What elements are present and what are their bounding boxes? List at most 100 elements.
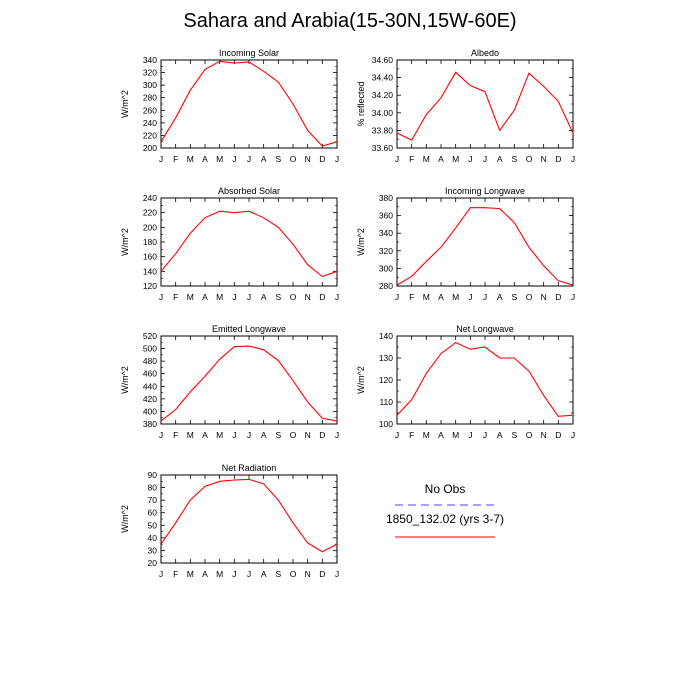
x-tick-label: M <box>452 292 459 302</box>
y-axis-label: W/m^2 <box>120 366 130 394</box>
y-axis-label: W/m^2 <box>120 90 130 118</box>
x-tick-label: S <box>275 430 281 440</box>
x-tick-label: J <box>571 154 575 164</box>
x-tick-label: F <box>173 569 178 579</box>
y-tick-label: 240 <box>143 193 157 203</box>
x-tick-label: J <box>159 430 163 440</box>
x-tick-label: O <box>526 154 533 164</box>
y-tick-label: 300 <box>379 263 393 273</box>
x-tick-label: D <box>319 569 325 579</box>
series-line <box>396 207 574 286</box>
y-tick-label: 50 <box>148 520 158 530</box>
y-tick-label: 200 <box>143 143 157 153</box>
main-title: Sahara and Arabia(15-30N,15W-60E) <box>183 10 517 32</box>
x-tick-label: M <box>452 154 459 164</box>
x-tick-label: M <box>187 292 194 302</box>
x-tick-label: N <box>305 292 311 302</box>
x-tick-label: A <box>497 430 503 440</box>
y-tick-label: 200 <box>143 222 157 232</box>
y-axis-label: W/m^2 <box>356 366 366 394</box>
x-tick-label: D <box>319 154 325 164</box>
series-line <box>396 341 574 417</box>
x-tick-label: O <box>290 292 297 302</box>
y-tick-label: 220 <box>143 130 157 140</box>
y-axis-label: W/m^2 <box>120 505 130 533</box>
y-tick-label: 380 <box>143 419 157 429</box>
series-line <box>160 60 338 147</box>
x-tick-label: J <box>335 292 339 302</box>
x-tick-label: J <box>395 430 399 440</box>
legend-label-model: 1850_132.02 (yrs 3-7) <box>386 512 504 526</box>
x-tick-label: O <box>290 154 297 164</box>
x-tick-label: J <box>247 569 251 579</box>
y-tick-label: 340 <box>143 55 157 65</box>
series-line <box>396 71 574 141</box>
y-tick-label: 300 <box>143 80 157 90</box>
y-tick-label: 34.20 <box>372 90 394 100</box>
chart-title: Incoming Longwave <box>445 186 525 196</box>
y-tick-label: 320 <box>379 246 393 256</box>
plot-frame <box>396 197 574 287</box>
x-tick-label: M <box>423 154 430 164</box>
x-tick-label: J <box>159 154 163 164</box>
series-line <box>160 478 338 553</box>
x-tick-label: A <box>261 430 267 440</box>
y-tick-label: 30 <box>148 545 158 555</box>
y-tick-label: 340 <box>379 228 393 238</box>
chart-panel-4: Incoming Longwave 280 300 320 340 360 380 W/m^2… <box>356 186 575 302</box>
y-tick-label: 60 <box>148 508 158 518</box>
y-tick-label: 120 <box>379 375 393 385</box>
y-tick-label: 400 <box>143 406 157 416</box>
y-tick-label: 320 <box>143 68 157 78</box>
x-tick-label: A <box>438 154 444 164</box>
x-tick-label: J <box>159 569 163 579</box>
x-tick-label: D <box>319 292 325 302</box>
x-tick-label: O <box>526 430 533 440</box>
x-tick-label: J <box>483 430 487 440</box>
y-tick-label: 120 <box>143 281 157 291</box>
chart-panel-2: Albedo 33.60 33.80 34.00 34.20 34.40 34.60 % re… <box>356 48 575 164</box>
y-tick-label: 110 <box>379 397 393 407</box>
x-tick-label: O <box>290 569 297 579</box>
x-tick-label: J <box>247 154 251 164</box>
x-tick-label: N <box>305 430 311 440</box>
x-tick-label: J <box>468 292 472 302</box>
y-tick-label: 90 <box>148 470 158 480</box>
x-tick-label: A <box>202 569 208 579</box>
x-tick-label: A <box>261 154 267 164</box>
y-tick-label: 40 <box>148 533 158 543</box>
x-tick-label: A <box>497 154 503 164</box>
x-tick-label: S <box>275 292 281 302</box>
x-tick-label: M <box>216 569 223 579</box>
x-tick-label: J <box>159 292 163 302</box>
x-tick-label: J <box>571 292 575 302</box>
y-tick-label: 140 <box>143 266 157 276</box>
x-tick-label: A <box>438 292 444 302</box>
series-line <box>160 210 338 278</box>
x-tick-label: M <box>187 430 194 440</box>
y-tick-label: 280 <box>143 93 157 103</box>
x-tick-label: M <box>216 292 223 302</box>
chart-title: Incoming Solar <box>219 48 279 58</box>
x-tick-label: F <box>409 154 414 164</box>
x-tick-label: J <box>232 154 236 164</box>
x-tick-label: J <box>395 154 399 164</box>
x-tick-label: S <box>511 154 517 164</box>
x-tick-label: M <box>216 154 223 164</box>
y-axis-label: W/m^2 <box>356 228 366 256</box>
x-tick-label: D <box>319 430 325 440</box>
y-tick-label: 500 <box>143 344 157 354</box>
x-tick-label: F <box>173 430 178 440</box>
x-tick-label: J <box>468 430 472 440</box>
y-tick-label: 33.60 <box>372 143 394 153</box>
x-tick-label: M <box>423 292 430 302</box>
x-tick-label: J <box>395 292 399 302</box>
y-axis-label: W/m^2 <box>120 228 130 256</box>
y-tick-label: 130 <box>379 353 393 363</box>
y-tick-label: 34.40 <box>372 73 394 83</box>
y-tick-label: 180 <box>143 237 157 247</box>
legend-label-no-obs: No Obs <box>425 482 466 496</box>
